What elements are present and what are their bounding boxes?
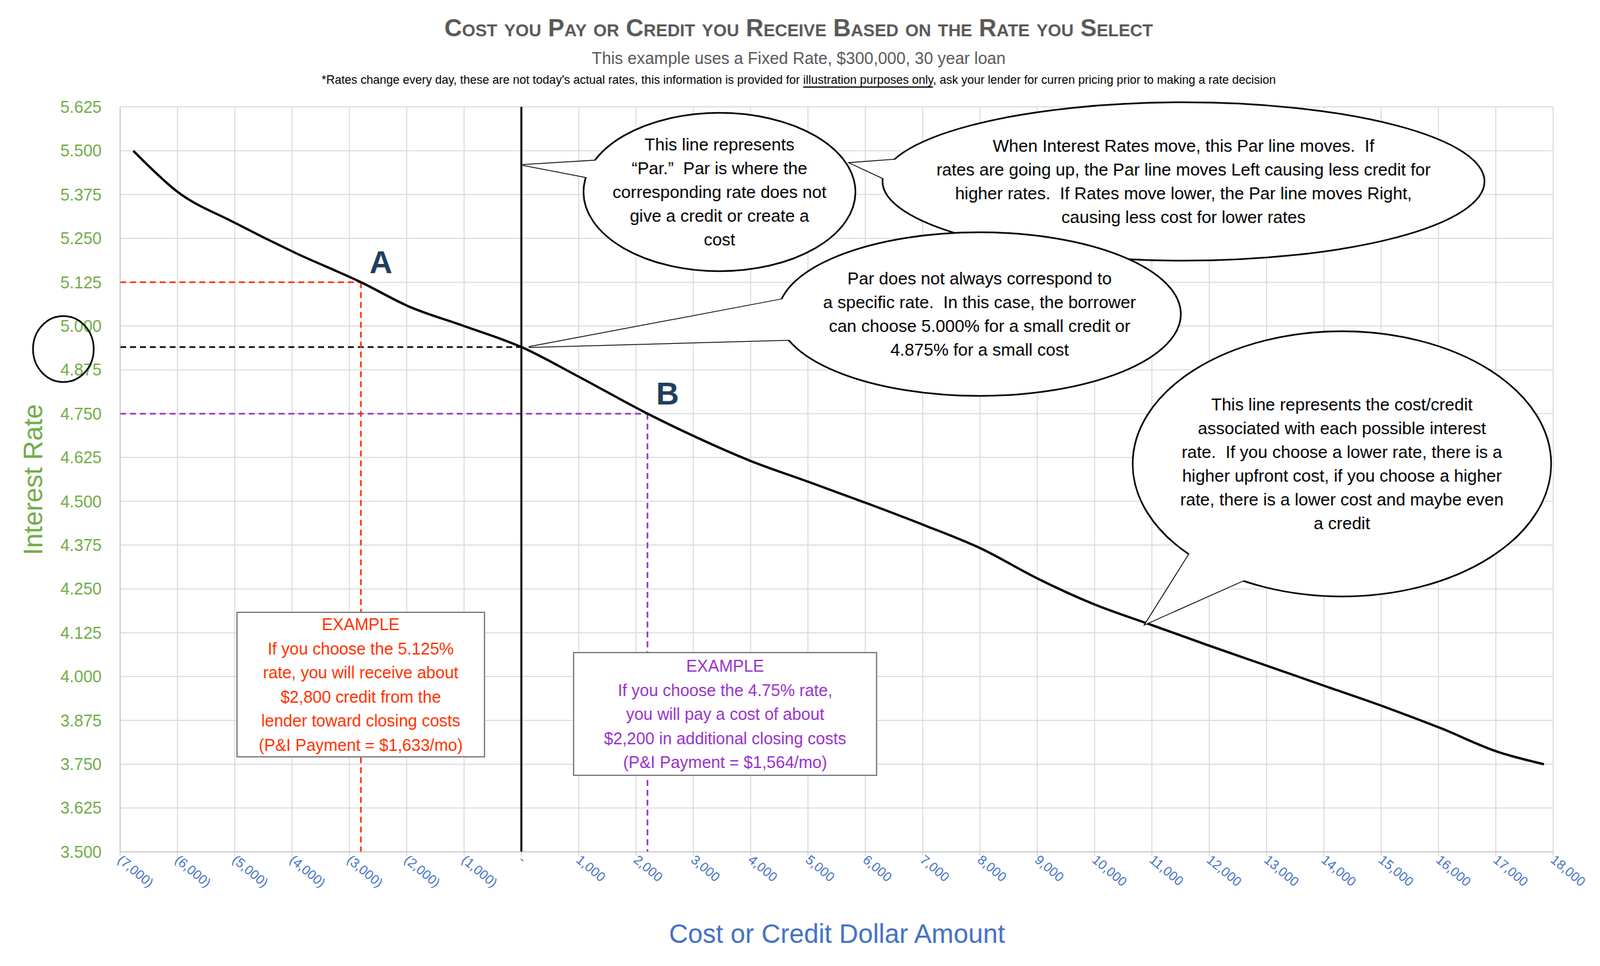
svg-text:Cost you Pay or Credit you Rec: Cost you Pay or Credit you Receive Based… [444, 14, 1154, 42]
svg-text:4.000: 4.000 [60, 667, 102, 686]
svg-text:Cost or Credit Dollar Amount: Cost or Credit Dollar Amount [668, 919, 1005, 949]
svg-text:you will pay a cost of about: you will pay a cost of about [625, 704, 824, 724]
svg-text:Interest Rate: Interest Rate [18, 403, 48, 556]
svg-text:corresponding rate does not: corresponding rate does not [612, 182, 828, 202]
svg-text:3.875: 3.875 [60, 711, 102, 731]
svg-text:EXAMPLE: EXAMPLE [685, 656, 764, 676]
svg-text:2,000: 2,000 [631, 852, 666, 885]
svg-text:EXAMPLE: EXAMPLE [321, 615, 400, 634]
svg-text:This line represents the cost/: This line represents the cost/credit [1211, 394, 1474, 415]
svg-text:cost: cost [703, 229, 736, 250]
svg-text:6,000: 6,000 [860, 852, 895, 885]
svg-text:3.625: 3.625 [60, 798, 102, 818]
svg-text:-: - [516, 852, 529, 867]
svg-text:5.375: 5.375 [60, 185, 102, 204]
svg-text:3.750: 3.750 [60, 755, 102, 774]
svg-text:rate, there is a lower cost an: rate, there is a lower cost and maybe ev… [1180, 489, 1504, 510]
svg-text:A: A [369, 244, 393, 280]
svg-text:This line represents: This line represents [644, 134, 795, 155]
svg-text:8,000: 8,000 [974, 852, 1010, 885]
svg-text:9,000: 9,000 [1032, 852, 1067, 885]
svg-text:lender toward closing costs: lender toward closing costs [261, 711, 461, 731]
svg-text:(3,000): (3,000) [344, 852, 387, 891]
svg-text:5.500: 5.500 [60, 141, 102, 160]
svg-text:4,000: 4,000 [745, 852, 781, 885]
svg-text:*Rates change every day, these: *Rates change every day, these are not t… [321, 73, 1276, 87]
svg-text:When Interest Rates move, this: When Interest Rates move, this Par line … [992, 135, 1375, 156]
svg-text:5,000: 5,000 [802, 852, 837, 885]
svg-text:give a credit or create a: give a credit or create a [629, 205, 810, 226]
svg-text:Par does not always correspond: Par does not always correspond to [847, 268, 1112, 289]
svg-text:18,000: 18,000 [1547, 852, 1589, 890]
svg-text:4.875% for a small cost: 4.875% for a small cost [890, 339, 1070, 360]
svg-text:(4,000): (4,000) [287, 852, 329, 891]
svg-text:4.375: 4.375 [60, 535, 102, 555]
svg-text:(1,000): (1,000) [458, 852, 501, 891]
svg-text:7,000: 7,000 [917, 852, 952, 885]
svg-text:12,000: 12,000 [1203, 852, 1245, 890]
svg-text:1,000: 1,000 [573, 852, 608, 885]
svg-text:B: B [656, 376, 680, 412]
svg-text:(5,000): (5,000) [229, 852, 272, 891]
svg-text:4.625: 4.625 [60, 448, 102, 467]
svg-text:10,000: 10,000 [1089, 852, 1131, 890]
svg-text:16,000: 16,000 [1433, 852, 1474, 890]
svg-text:can choose 5.000% for a small: can choose 5.000% for a small credit or [829, 316, 1131, 336]
svg-text:a credit: a credit [1313, 513, 1371, 534]
svg-text:3.500: 3.500 [60, 842, 102, 862]
svg-text:4.750: 4.750 [60, 404, 102, 424]
svg-text:5.625: 5.625 [60, 97, 102, 117]
svg-text:4.125: 4.125 [60, 623, 102, 643]
svg-text:11,000: 11,000 [1146, 852, 1187, 889]
svg-text:rate, you will receive about: rate, you will receive about [263, 663, 459, 682]
svg-text:(6,000): (6,000) [172, 852, 214, 891]
svg-text:This example uses a Fixed Rate: This example uses a Fixed Rate, $300,000… [592, 48, 1006, 68]
svg-text:15,000: 15,000 [1376, 852, 1417, 890]
svg-text:(2,000): (2,000) [401, 852, 443, 891]
svg-text:associated with each possible: associated with each possible interest [1198, 418, 1487, 439]
svg-text:4.500: 4.500 [60, 492, 102, 511]
svg-text:“Par.” Par is where the: “Par.” Par is where the [631, 158, 808, 179]
svg-text:14,000: 14,000 [1318, 852, 1360, 890]
svg-text:higher upfront cost, if you ch: higher upfront cost, if you choose a hig… [1182, 466, 1503, 486]
svg-text:If you choose the 4.75% rate,: If you choose the 4.75% rate, [617, 681, 833, 700]
svg-text:4.250: 4.250 [60, 579, 102, 599]
svg-text:17,000: 17,000 [1490, 852, 1531, 890]
svg-text:rates are going up, the Par li: rates are going up, the Par line moves L… [936, 159, 1432, 180]
svg-text:causing less cost for lower ra: causing less cost for lower rates [1061, 207, 1306, 228]
svg-text:(P&I Payment = $1,633/mo): (P&I Payment = $1,633/mo) [258, 735, 463, 755]
svg-text:5.250: 5.250 [60, 229, 102, 248]
svg-text:higher rates. If Rates move l: higher rates. If Rates move lower, the P… [955, 183, 1412, 204]
svg-text:a specific rate. In this case: a specific rate. In this case, the borro… [823, 292, 1136, 313]
svg-text:13,000: 13,000 [1261, 852, 1302, 890]
svg-text:$2,800 credit from the: $2,800 credit from the [280, 687, 441, 707]
svg-text:5.000: 5.000 [60, 316, 102, 336]
svg-text:3,000: 3,000 [688, 852, 723, 885]
svg-text:(7,000): (7,000) [114, 852, 157, 891]
svg-text:$2,200 in additional closing c: $2,200 in additional closing costs [603, 729, 847, 748]
svg-text:5.125: 5.125 [60, 273, 102, 292]
svg-text:If you choose the 5.125%: If you choose the 5.125% [267, 639, 454, 659]
svg-text:4.875: 4.875 [60, 360, 102, 379]
svg-text:rate. If you choose a lower r: rate. If you choose a lower rate, there … [1181, 442, 1503, 463]
svg-text:(P&I Payment = $1,564/mo): (P&I Payment = $1,564/mo) [623, 753, 828, 772]
